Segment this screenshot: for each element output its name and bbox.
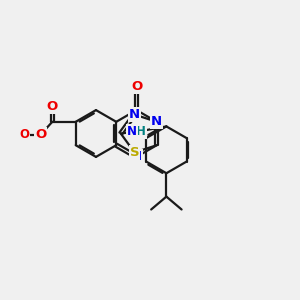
Text: H: H: [136, 124, 146, 138]
Text: N: N: [127, 125, 137, 138]
Text: O: O: [35, 128, 46, 141]
Text: O: O: [47, 100, 58, 113]
Text: S: S: [130, 146, 139, 159]
Text: O: O: [19, 128, 29, 141]
Text: N: N: [131, 150, 142, 164]
Text: N: N: [151, 115, 162, 128]
Text: O: O: [131, 80, 142, 93]
Text: N: N: [129, 108, 140, 121]
